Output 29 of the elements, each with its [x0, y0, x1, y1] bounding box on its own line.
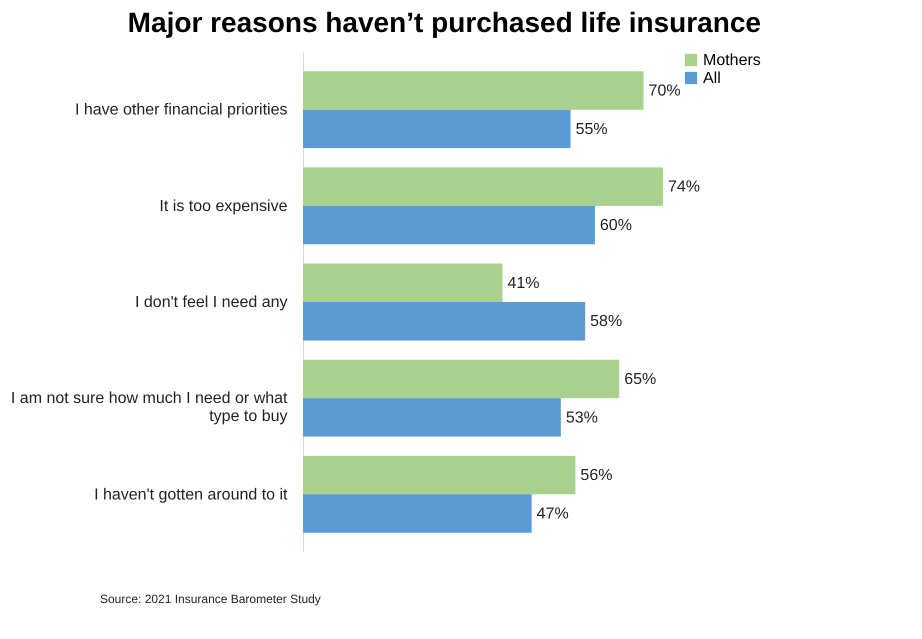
- bar: [303, 302, 586, 340]
- data-label: 74%: [668, 178, 700, 196]
- y-tick-label: I have other financial priorities: [74, 102, 288, 119]
- bar: [303, 264, 502, 302]
- y-tick-label: I don't feel I need any: [135, 294, 288, 311]
- bar: [303, 167, 663, 206]
- bar: [303, 360, 620, 398]
- bar: [303, 398, 561, 437]
- source-note: Source: 2021 Insurance Barometer Study: [100, 592, 321, 606]
- y-tick-label: It is too expensive: [159, 198, 288, 215]
- data-label: 60%: [600, 217, 632, 234]
- data-label: 47%: [536, 506, 569, 523]
- legend-label: All: [703, 70, 721, 87]
- y-tick-label: I haven't gotten around to it: [94, 486, 288, 504]
- data-label: 65%: [624, 370, 656, 388]
- y-tick-label: I am not sure how much I need or what type to buy: [10, 390, 288, 426]
- data-label: 70%: [648, 82, 681, 100]
- bar: [303, 110, 571, 148]
- data-label: 55%: [576, 120, 608, 138]
- bar: [303, 456, 576, 494]
- data-label: 53%: [566, 409, 598, 426]
- bar: [303, 206, 595, 244]
- data-label: 56%: [580, 467, 612, 484]
- bar: [303, 71, 644, 110]
- data-label: 58%: [590, 313, 622, 330]
- chart-title: Major reasons haven’t purchased life insurance: [128, 7, 761, 38]
- data-label: 41%: [507, 274, 540, 292]
- legend-label: Mothers: [703, 52, 761, 69]
- bar: [303, 494, 532, 533]
